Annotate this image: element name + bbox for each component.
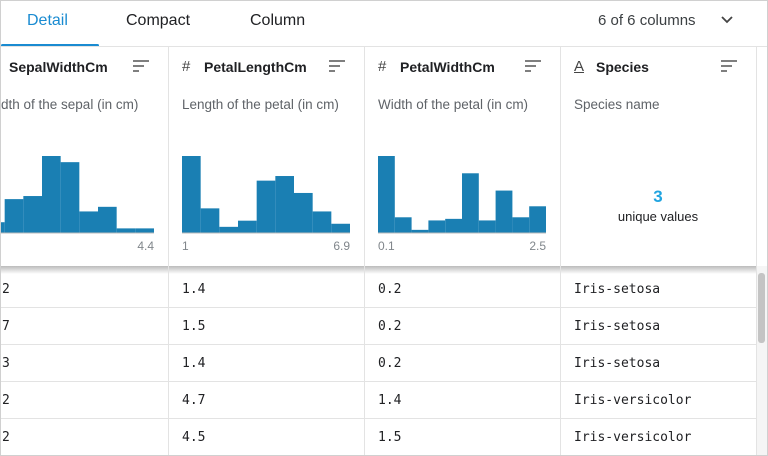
table-cell: 4.5 [182,430,206,445]
histogram-min: 1 [182,239,189,253]
histogram-bar[interactable] [445,218,462,233]
column-description: dth of the sepal (in cm) [1,97,139,112]
column-count[interactable]: 6 of 6 columns [598,12,696,29]
header-shadow [1,266,756,274]
column-description: Length of the petal (in cm) [182,97,339,112]
table-cell: Iris-versicolor [574,393,692,408]
histogram-bar[interactable] [4,199,24,233]
scrollbar-track [756,266,767,455]
histogram-max: 6.9 [333,239,350,253]
table-cell: Iris-setosa [574,319,661,334]
table-cell: 2 [2,430,10,445]
histogram-bar[interactable] [331,223,350,233]
histogram-bar[interactable] [411,229,429,233]
chevron-icon[interactable] [719,13,735,27]
histogram-bar[interactable] [312,211,332,233]
histogram-max: 2.5 [529,239,546,253]
sort-icon[interactable] [720,59,738,73]
table-cell: 4.7 [182,393,206,408]
histogram-bar[interactable] [495,190,513,233]
table-cell: 1.5 [182,319,206,334]
column-description: Species name [574,97,660,112]
histogram-max: 4.4 [137,239,154,253]
histogram-bar[interactable] [219,226,238,233]
active-tab-indicator [1,44,99,47]
table-cell: 1.4 [378,393,402,408]
table-cell: Iris-setosa [574,356,661,371]
tab[interactable]: Detail [27,12,68,29]
column-name[interactable]: PetalWidthCm [400,59,495,75]
tab[interactable]: Compact [126,12,191,29]
histogram-bar[interactable] [116,228,136,233]
histogram-bar[interactable] [256,180,276,233]
table-cell: 3 [2,356,10,371]
histogram-bar[interactable] [182,156,201,233]
tab[interactable]: Column [250,12,306,29]
histogram-bar[interactable] [294,192,313,233]
histogram-bar[interactable] [478,220,496,233]
histogram-bar[interactable] [275,176,294,233]
histogram-bar[interactable] [238,220,257,233]
histogram-bar[interactable] [428,220,446,233]
histogram-bar[interactable] [135,228,154,233]
table-cell: 2 [2,393,10,408]
type-icon: # [378,58,387,75]
row-divider [1,381,756,382]
column-name[interactable]: PetalLengthCm [204,59,307,75]
row-divider [1,307,756,308]
column-description: Width of the petal (in cm) [378,97,529,112]
type-icon: A [574,58,585,75]
histogram-bar[interactable] [98,206,117,233]
histogram-bar[interactable] [394,217,412,233]
type-icon: # [182,58,191,75]
table-cell: Iris-setosa [574,282,661,297]
histogram-min: 0.1 [378,239,395,253]
table-cell: 0.2 [378,356,402,371]
histogram-bar[interactable] [79,211,98,233]
sort-icon[interactable] [328,59,346,73]
sort-icon[interactable] [524,59,542,73]
table-cell: 0.2 [378,282,402,297]
column-name[interactable]: Species [596,59,649,75]
table-cell: 0.2 [378,319,402,334]
histogram-bar[interactable] [529,206,546,233]
table-cell: 1.5 [378,430,402,445]
histogram-bar[interactable] [378,156,395,233]
histogram-bar[interactable] [42,156,61,233]
column-divider [560,47,561,455]
row-divider [1,418,756,419]
table-cell: Iris-versicolor [574,430,692,445]
histogram-bar[interactable] [462,173,479,233]
summary-label: unique values [617,209,699,224]
table-cell: 7 [2,319,10,334]
column-divider [756,47,757,455]
column-name[interactable]: SepalWidthCm [9,59,108,75]
histogram-bar[interactable] [60,162,80,233]
column-divider [168,47,169,455]
column-divider [364,47,365,455]
table-cell: 1.4 [182,356,206,371]
tab-divider [1,46,767,47]
histogram-bar[interactable] [23,196,42,233]
scrollbar-thumb[interactable] [758,273,765,343]
summary-value: 3 [653,187,663,206]
table-cell: 2 [2,282,10,297]
table-cell: 1.4 [182,282,206,297]
histogram-bar[interactable] [200,208,220,233]
sort-icon[interactable] [132,59,150,73]
row-divider [1,344,756,345]
histogram-bar[interactable] [1,222,5,233]
histogram-bar[interactable] [512,217,530,233]
